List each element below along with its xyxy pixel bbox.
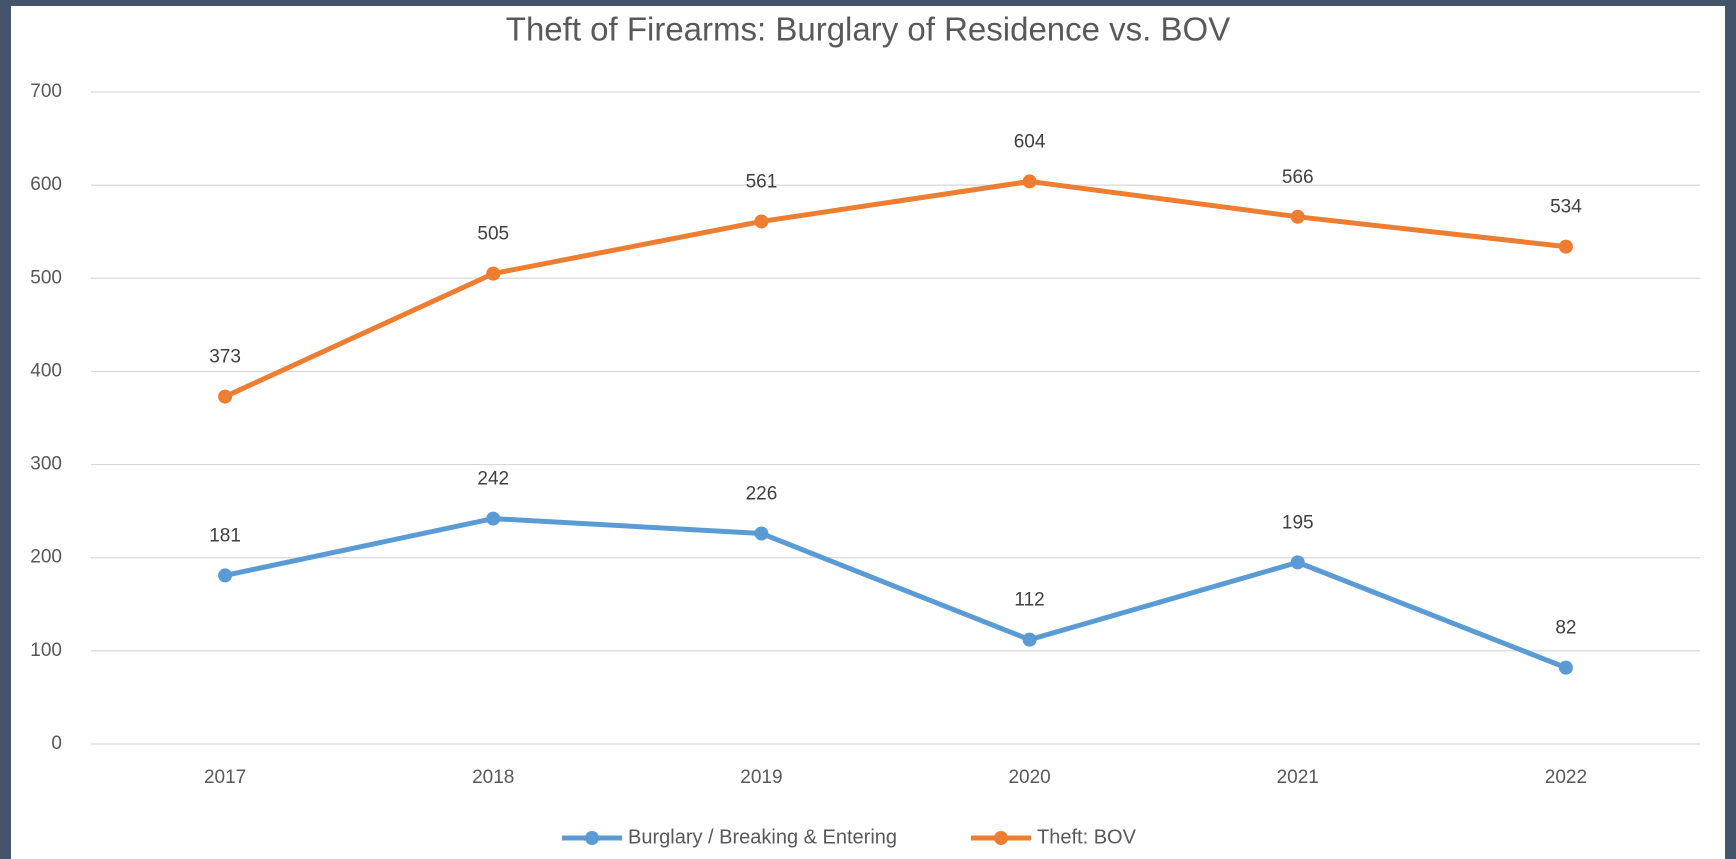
data-label: 566 xyxy=(1282,167,1314,188)
x-tick-label: 2018 xyxy=(472,767,514,788)
x-tick-label: 2022 xyxy=(1545,767,1587,788)
data-label: 112 xyxy=(1014,590,1044,611)
data-label: 561 xyxy=(746,171,778,192)
y-tick-label: 300 xyxy=(30,454,62,475)
legend-marker xyxy=(585,831,599,845)
x-tick-label: 2021 xyxy=(1277,767,1319,788)
data-label: 226 xyxy=(746,484,778,505)
data-point xyxy=(1558,239,1573,254)
data-point xyxy=(486,266,501,281)
x-tick-label: 2017 xyxy=(204,767,246,788)
data-point xyxy=(218,389,233,404)
data-label: 604 xyxy=(1014,131,1046,152)
data-label: 505 xyxy=(477,224,509,245)
series-line xyxy=(224,516,1567,670)
data-label: 242 xyxy=(477,469,509,490)
data-label: 82 xyxy=(1555,618,1576,639)
y-tick-label: 100 xyxy=(30,640,62,661)
y-tick-label: 600 xyxy=(30,174,62,195)
data-point xyxy=(1290,555,1305,570)
y-tick-label: 400 xyxy=(30,360,62,381)
y-tick-label: 0 xyxy=(51,733,62,754)
x-tick-label: 2020 xyxy=(1008,767,1050,788)
legend-label: Burglary / Breaking & Entering xyxy=(628,826,897,848)
data-label: 373 xyxy=(209,347,241,368)
data-label: 534 xyxy=(1550,197,1582,218)
data-point xyxy=(486,511,501,526)
data-point xyxy=(1022,174,1037,189)
series-line xyxy=(224,178,1567,399)
data-point xyxy=(218,568,233,583)
data-label: 181 xyxy=(209,525,241,546)
data-label: 195 xyxy=(1282,512,1314,533)
chart-title: Theft of Firearms: Burglary of Residence… xyxy=(506,11,1230,48)
data-point xyxy=(754,214,769,229)
x-tick-label: 2019 xyxy=(740,767,782,788)
chart-background xyxy=(11,6,1725,859)
y-tick-label: 200 xyxy=(30,547,62,568)
y-tick-label: 500 xyxy=(30,267,62,288)
data-point xyxy=(754,526,769,541)
data-point xyxy=(1290,209,1305,224)
legend-label: Theft: BOV xyxy=(1037,826,1137,848)
y-tick-label: 700 xyxy=(30,81,62,102)
data-point xyxy=(1022,632,1037,647)
legend-marker xyxy=(994,831,1008,845)
data-point xyxy=(1558,660,1573,675)
